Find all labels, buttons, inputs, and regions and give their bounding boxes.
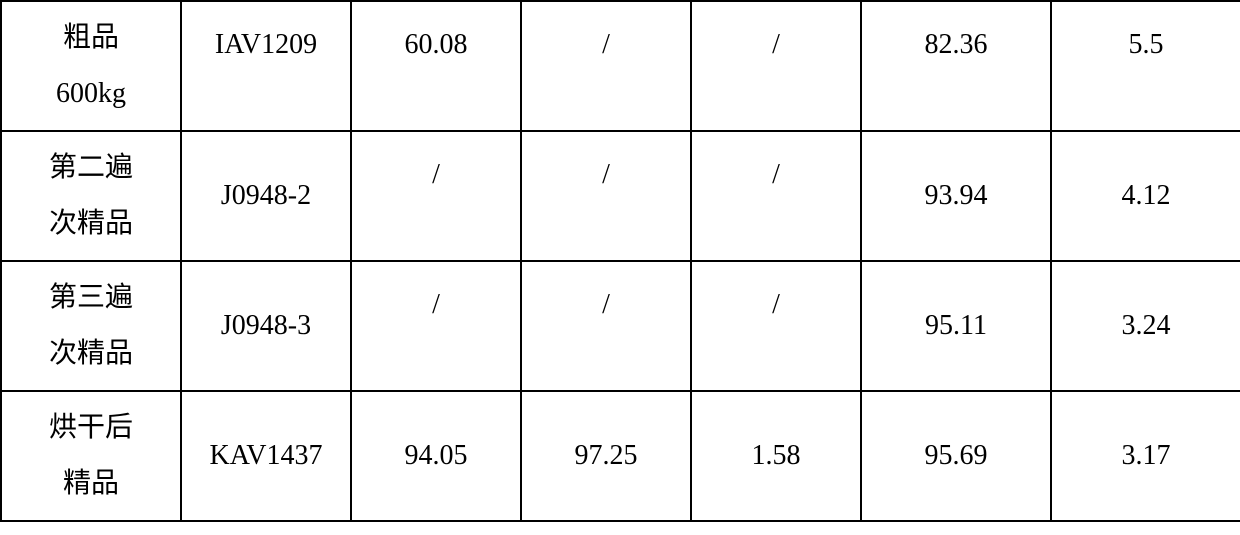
data-table: 粗品 600kg IAV1209 60.08 / / 82.36 5.5 第二遍… bbox=[0, 0, 1240, 522]
cell-c6: 4.12 bbox=[1051, 131, 1240, 261]
cell-c5: 95.69 bbox=[861, 391, 1051, 521]
cell-c6: 5.5 bbox=[1051, 1, 1240, 131]
cell-c4: 1.58 bbox=[691, 391, 861, 521]
row-label: 烘干后 精品 bbox=[1, 391, 181, 521]
row-label: 第二遍 次精品 bbox=[1, 131, 181, 261]
cell-c2: 94.05 bbox=[351, 391, 521, 521]
table-row: 第三遍 次精品 J0948-3 / / / 95.11 3.24 bbox=[1, 261, 1240, 391]
label-line2: 次精品 bbox=[49, 208, 133, 239]
table-row: 粗品 600kg IAV1209 60.08 / / 82.36 5.5 bbox=[1, 1, 1240, 131]
cell-c2: / bbox=[351, 261, 521, 391]
cell-c3: / bbox=[521, 131, 691, 261]
label-line2: 精品 bbox=[63, 468, 119, 499]
row-label: 粗品 600kg bbox=[1, 1, 181, 131]
cell-c2: 60.08 bbox=[351, 1, 521, 131]
label-line1: 粗品 bbox=[63, 22, 119, 53]
cell-c4: / bbox=[691, 261, 861, 391]
row-code: J0948-3 bbox=[181, 261, 351, 391]
row-code: J0948-2 bbox=[181, 131, 351, 261]
cell-c5: 93.94 bbox=[861, 131, 1051, 261]
cell-c6: 3.17 bbox=[1051, 391, 1240, 521]
cell-c4: / bbox=[691, 1, 861, 131]
label-line1: 第三遍 bbox=[49, 282, 133, 313]
cell-c5: 82.36 bbox=[861, 1, 1051, 131]
label-line2: 600kg bbox=[56, 78, 126, 109]
table-row: 第二遍 次精品 J0948-2 / / / 93.94 4.12 bbox=[1, 131, 1240, 261]
cell-c2: / bbox=[351, 131, 521, 261]
table-row: 烘干后 精品 KAV1437 94.05 97.25 1.58 95.69 3.… bbox=[1, 391, 1240, 521]
cell-c3: / bbox=[521, 1, 691, 131]
label-line1: 第二遍 bbox=[49, 152, 133, 183]
cell-c5: 95.11 bbox=[861, 261, 1051, 391]
data-table-container: 粗品 600kg IAV1209 60.08 / / 82.36 5.5 第二遍… bbox=[0, 0, 1240, 522]
row-code: KAV1437 bbox=[181, 391, 351, 521]
cell-c3: / bbox=[521, 261, 691, 391]
row-label: 第三遍 次精品 bbox=[1, 261, 181, 391]
row-code: IAV1209 bbox=[181, 1, 351, 131]
cell-c6: 3.24 bbox=[1051, 261, 1240, 391]
label-line2: 次精品 bbox=[49, 338, 133, 369]
label-line1: 烘干后 bbox=[49, 412, 133, 443]
cell-c3: 97.25 bbox=[521, 391, 691, 521]
cell-c4: / bbox=[691, 131, 861, 261]
